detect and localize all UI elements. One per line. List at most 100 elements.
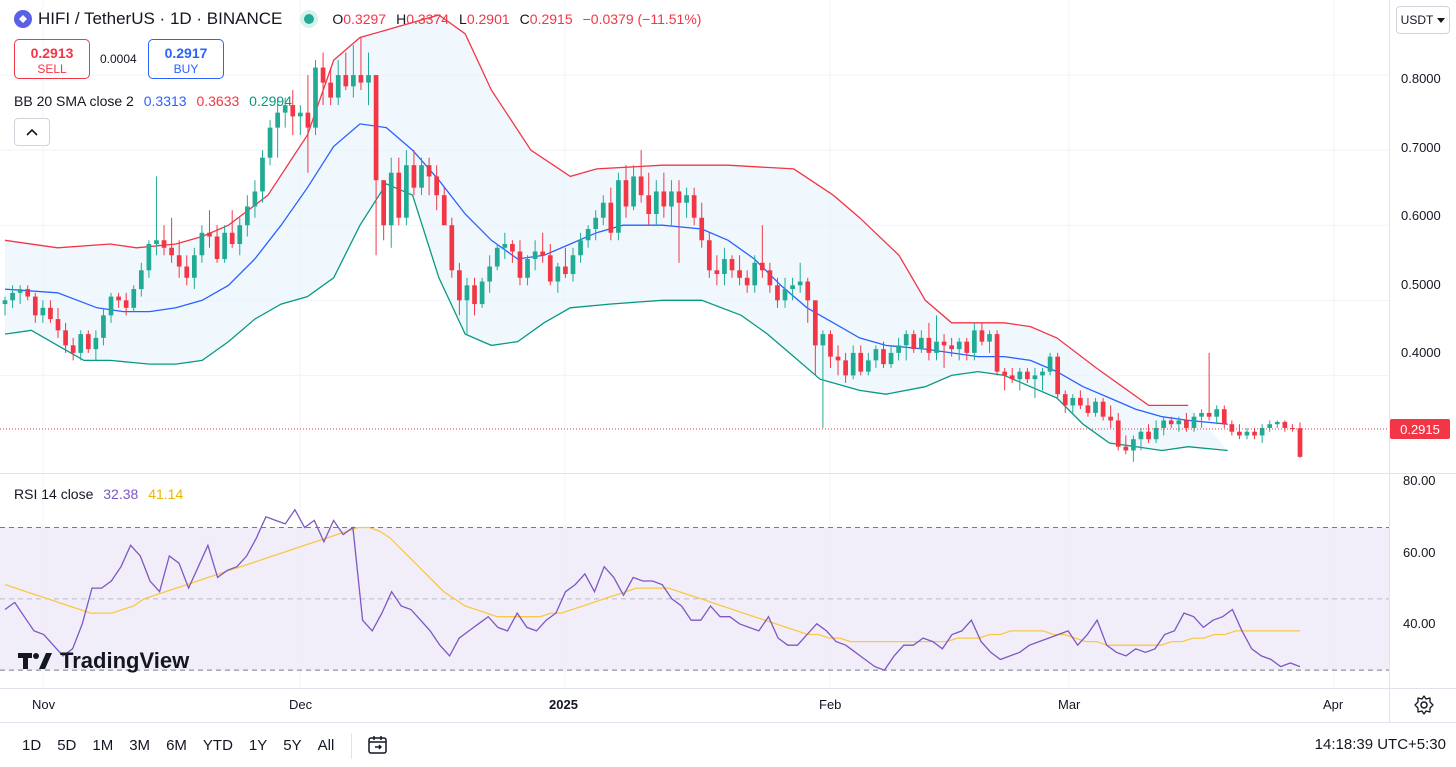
candle	[1078, 390, 1083, 410]
candle	[419, 157, 424, 196]
candle-body	[55, 319, 61, 331]
rsi-legend[interactable]: RSI 14 close 32.38 41.14	[14, 486, 189, 502]
candle	[752, 255, 758, 293]
candle	[812, 300, 818, 376]
candle	[404, 150, 409, 226]
range-1d-button[interactable]: 1D	[22, 737, 42, 754]
candle-body	[903, 334, 909, 346]
range-3m-button[interactable]: 3M	[129, 737, 151, 754]
candle-body	[93, 337, 99, 350]
date-range-icon[interactable]	[366, 733, 390, 757]
high-value: 0.3374	[406, 11, 450, 27]
candle-body	[396, 172, 402, 218]
candle	[540, 232, 546, 263]
range-6m-button[interactable]: 6M	[166, 737, 187, 754]
tradingview-logo[interactable]: TradingView	[18, 648, 189, 674]
range-all-button[interactable]: All	[317, 737, 335, 754]
sell-button[interactable]: 0.2913 SELL	[14, 39, 90, 79]
candle	[275, 97, 280, 158]
candle	[32, 292, 38, 323]
candle	[502, 232, 508, 260]
buy-button[interactable]: 0.2917 BUY	[148, 39, 224, 79]
candle-body	[1040, 371, 1045, 376]
chevron-down-icon	[1437, 17, 1446, 23]
utc-clock[interactable]: 14:18:39 UTC+5:30	[1314, 736, 1446, 753]
candle	[351, 45, 356, 98]
candle-body	[1093, 401, 1098, 413]
range-5d-button[interactable]: 5D	[57, 737, 77, 754]
candle	[388, 157, 394, 248]
candle	[116, 292, 121, 308]
candle-body	[328, 82, 333, 98]
candle-body	[828, 334, 833, 357]
candle-body	[1214, 409, 1220, 417]
candle-body	[244, 206, 250, 226]
candle	[987, 330, 992, 353]
symbol-title[interactable]: HIFI / TetherUS · 1D · BINANCE	[38, 9, 283, 28]
candle-body	[1244, 431, 1250, 436]
candle	[40, 300, 46, 323]
open-value: 0.3297	[343, 11, 387, 27]
candle-body	[510, 244, 515, 252]
candle	[63, 322, 68, 353]
candle	[252, 180, 258, 218]
candle	[154, 176, 159, 256]
candle	[131, 285, 137, 312]
candle	[1244, 427, 1250, 440]
candle	[366, 52, 371, 106]
candle	[699, 202, 705, 248]
collapse-legend-button[interactable]	[14, 118, 50, 146]
bollinger-upper-value: 0.3633	[196, 93, 240, 109]
candle	[972, 322, 977, 361]
candle-body	[570, 255, 576, 275]
candle-body	[585, 228, 591, 241]
candle	[1161, 416, 1167, 436]
chart-canvas[interactable]	[0, 0, 1456, 722]
candle	[873, 345, 879, 368]
candle-body	[994, 334, 1000, 372]
candle-body	[744, 277, 750, 286]
candle-body	[366, 75, 371, 83]
candle-body	[63, 330, 68, 346]
price-axis-label: 0.8000	[1401, 71, 1441, 86]
candle	[979, 322, 985, 346]
candle	[593, 210, 599, 241]
candle-body	[434, 176, 440, 196]
candle	[790, 277, 795, 301]
candle-body	[888, 352, 894, 365]
candle	[222, 225, 227, 263]
time-axis-label: 2025	[549, 697, 578, 712]
bollinger-lower-value: 0.2994	[249, 93, 292, 109]
candle	[472, 277, 477, 316]
candle-body	[1032, 375, 1038, 380]
ohlc-values: O0.3297 H0.3374 L0.2901 C0.2915 −0.0379 …	[332, 11, 701, 27]
gear-icon[interactable]	[1413, 694, 1435, 716]
candle-body	[850, 352, 856, 376]
symbol-header[interactable]: HIFI / TetherUS · 1D · BINANCE O0.3297 H…	[14, 8, 701, 30]
candle	[865, 352, 871, 376]
candle-body	[138, 270, 144, 290]
candle	[1290, 424, 1295, 432]
candle	[1199, 409, 1204, 428]
candle	[290, 90, 296, 136]
candle	[941, 334, 947, 368]
currency-selector[interactable]: USDT	[1396, 6, 1450, 34]
range-1m-button[interactable]: 1M	[92, 737, 114, 754]
candle-body	[70, 345, 76, 353]
candle-body	[714, 270, 720, 275]
candle-body	[305, 112, 311, 128]
range-ytd-button[interactable]: YTD	[202, 737, 233, 754]
range-buttons: 1D 5D 1M 3M 6M YTD 1Y 5Y All	[14, 737, 342, 754]
candle	[691, 187, 697, 226]
candle	[267, 120, 273, 166]
range-5y-button[interactable]: 5Y	[283, 737, 302, 754]
candle-body	[464, 285, 470, 301]
candle-body	[896, 345, 901, 353]
candle-body	[1047, 356, 1053, 372]
range-1y-button[interactable]: 1Y	[248, 737, 268, 754]
bollinger-legend[interactable]: BB 20 SMA close 2 0.3313 0.3633 0.2994	[14, 93, 298, 109]
candle	[411, 150, 417, 196]
toolbar-divider	[351, 733, 352, 759]
candle	[911, 330, 917, 353]
candle-body	[1191, 416, 1197, 428]
